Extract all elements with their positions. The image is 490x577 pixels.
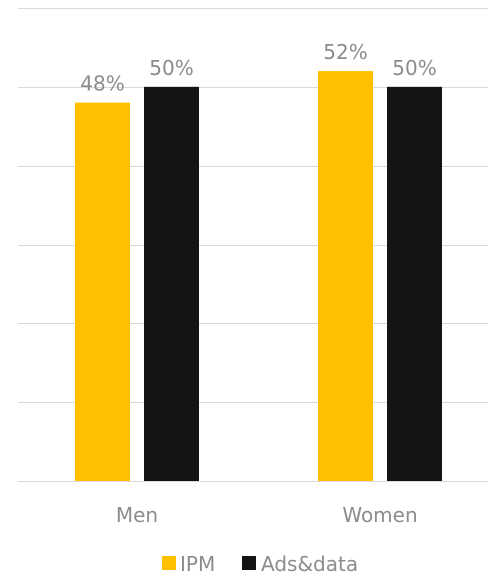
- data-label-men-0: 48%: [80, 72, 124, 96]
- category-label-men: Men: [116, 503, 158, 527]
- legend: IPM Ads&data: [162, 552, 358, 576]
- bar-women-1: [387, 86, 442, 481]
- category-labels: Men Women: [116, 503, 418, 527]
- legend-label-ads-data: Ads&data: [261, 552, 358, 576]
- bar-men-0: [75, 102, 130, 481]
- legend-swatch-ads-data: [242, 556, 256, 570]
- bar-women-0: [318, 71, 373, 482]
- legend-label-ipm: IPM: [180, 552, 215, 576]
- data-label-men-1: 50%: [149, 56, 193, 80]
- data-label-women-1: 50%: [392, 56, 436, 80]
- data-labels: 48% 50% 52% 50%: [80, 40, 436, 96]
- bars: [75, 71, 442, 482]
- legend-swatch-ipm: [162, 556, 176, 570]
- category-label-women: Women: [342, 503, 417, 527]
- data-label-women-0: 52%: [323, 40, 367, 64]
- bar-men-1: [144, 86, 199, 481]
